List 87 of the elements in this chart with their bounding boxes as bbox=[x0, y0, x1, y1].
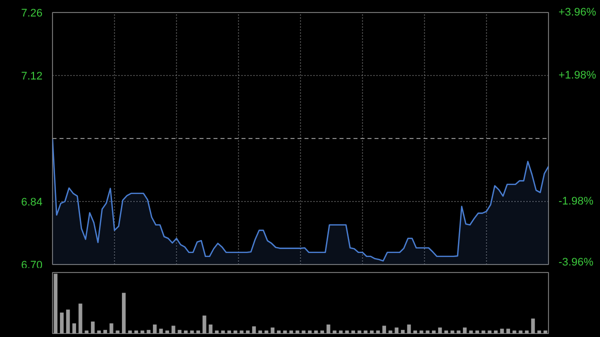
bar bbox=[512, 330, 516, 334]
bar bbox=[152, 324, 157, 334]
y2-tick-label: +1.98% bbox=[558, 70, 596, 82]
bar bbox=[214, 330, 219, 334]
bar bbox=[296, 330, 300, 334]
bar bbox=[544, 330, 548, 334]
bar bbox=[78, 304, 82, 334]
bar bbox=[270, 328, 274, 334]
bar bbox=[332, 330, 336, 334]
bar bbox=[276, 330, 281, 334]
bar bbox=[66, 310, 70, 334]
bar bbox=[358, 330, 362, 334]
bar bbox=[172, 326, 176, 334]
bar bbox=[450, 330, 454, 334]
bar bbox=[252, 326, 256, 334]
bar bbox=[444, 330, 448, 334]
bar bbox=[159, 328, 163, 334]
bar bbox=[531, 318, 535, 334]
bar bbox=[202, 316, 206, 334]
bar bbox=[208, 324, 212, 334]
bar bbox=[326, 324, 330, 334]
bar bbox=[388, 330, 392, 334]
bar bbox=[345, 330, 349, 334]
bar bbox=[128, 330, 132, 334]
bar bbox=[227, 330, 232, 334]
bar bbox=[413, 330, 418, 334]
bar bbox=[72, 323, 76, 334]
y-tick-label: 7.26 bbox=[21, 8, 43, 20]
bar bbox=[524, 330, 529, 334]
bar bbox=[314, 330, 318, 334]
bar bbox=[518, 330, 522, 334]
bar bbox=[426, 330, 430, 334]
bar bbox=[382, 326, 386, 334]
bar bbox=[60, 312, 64, 334]
bar bbox=[258, 330, 262, 334]
bar bbox=[84, 330, 88, 334]
bar bbox=[469, 330, 473, 334]
bar bbox=[482, 330, 486, 334]
bar bbox=[184, 330, 188, 334]
bar bbox=[320, 330, 324, 334]
bar bbox=[54, 274, 58, 334]
bar bbox=[302, 330, 306, 334]
bar bbox=[165, 330, 170, 334]
bar bbox=[116, 330, 120, 334]
bar bbox=[338, 330, 343, 334]
y2-tick-label: +3.96% bbox=[558, 6, 596, 18]
bar bbox=[103, 330, 108, 334]
bar bbox=[221, 330, 225, 334]
bar bbox=[351, 330, 356, 334]
bar bbox=[488, 330, 492, 334]
bar bbox=[494, 330, 498, 334]
bar bbox=[462, 328, 467, 334]
bar bbox=[110, 323, 114, 334]
bar bbox=[438, 328, 442, 334]
bar bbox=[97, 330, 101, 334]
bar bbox=[420, 330, 424, 334]
bar bbox=[246, 330, 250, 334]
bar bbox=[178, 330, 182, 334]
bar bbox=[146, 330, 150, 334]
bar bbox=[376, 330, 380, 334]
bar bbox=[140, 330, 144, 334]
bar bbox=[394, 328, 398, 334]
y2-tick-label: -3.96% bbox=[558, 256, 594, 268]
y-tick-label: 6.84 bbox=[21, 196, 43, 208]
bar bbox=[122, 292, 126, 334]
bar bbox=[289, 330, 294, 334]
bar bbox=[364, 330, 368, 334]
bar bbox=[432, 330, 436, 334]
bar bbox=[264, 330, 268, 334]
bar bbox=[456, 330, 460, 334]
bar bbox=[90, 322, 95, 334]
bar bbox=[134, 330, 138, 334]
y-tick-label: 7.12 bbox=[21, 70, 43, 82]
bar bbox=[400, 330, 405, 334]
bar bbox=[500, 328, 504, 334]
bar bbox=[240, 330, 244, 334]
bar bbox=[234, 330, 238, 334]
bar bbox=[308, 330, 312, 334]
bar bbox=[370, 330, 374, 334]
bar bbox=[506, 328, 510, 334]
bar bbox=[475, 330, 480, 334]
bar bbox=[196, 330, 200, 334]
bar bbox=[190, 330, 194, 334]
bar bbox=[537, 330, 542, 334]
bar bbox=[407, 324, 411, 334]
bar bbox=[283, 330, 287, 334]
y2-tick-label: -1.98% bbox=[558, 196, 594, 208]
